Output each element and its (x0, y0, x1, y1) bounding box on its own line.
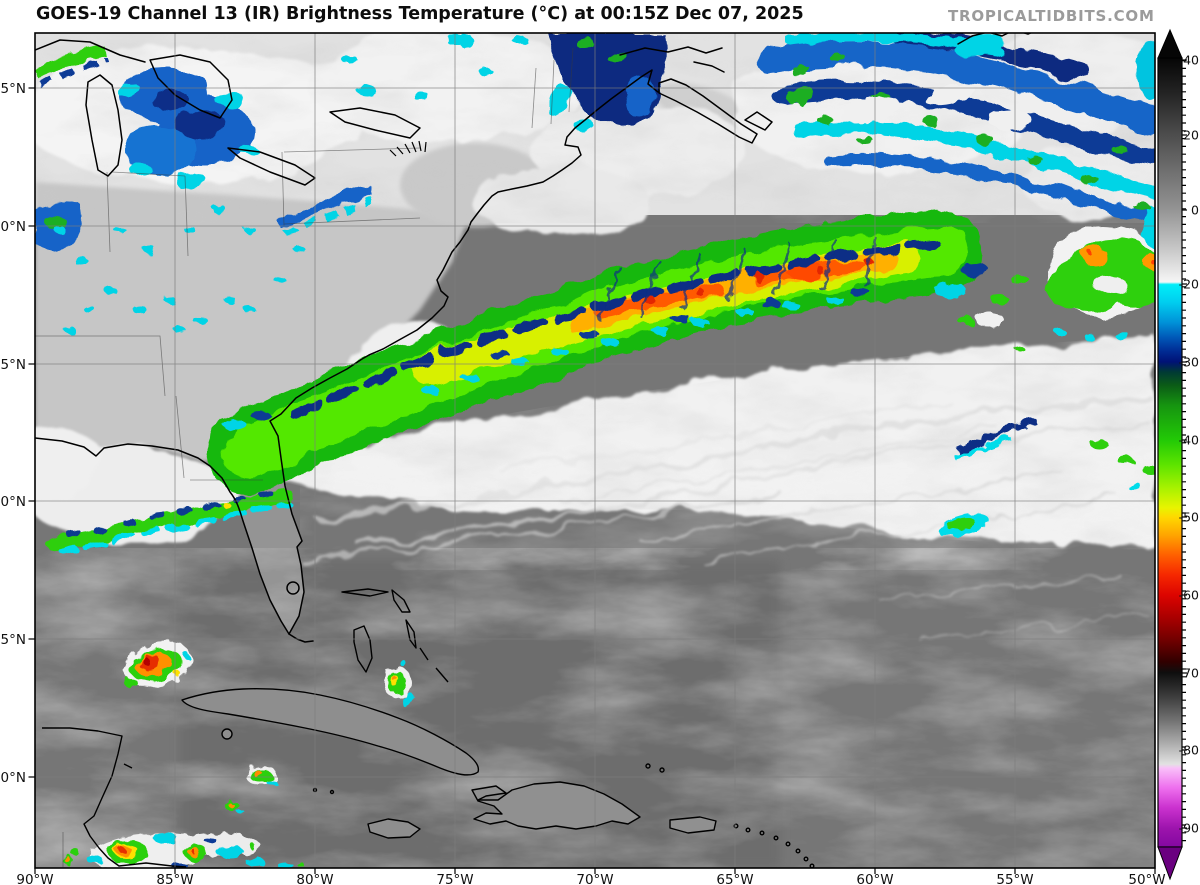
bottom-left-convection (63, 833, 303, 868)
colorbar-labels: 40 20 0 -20 -30 -40 -50 -60 -70 -80 -90 (1179, 53, 1199, 836)
lon-label: 85°W (156, 872, 193, 885)
page-title: GOES-19 Channel 13 (IR) Brightness Tempe… (36, 4, 804, 24)
northern-cold-clouds (35, 33, 1155, 333)
lon-label: 65°W (716, 872, 753, 885)
northeast-atlantic-field (757, 33, 1155, 256)
florida-east-coast (269, 69, 659, 635)
lat-label: 30°N (0, 494, 26, 510)
band-east-fray (223, 263, 1029, 430)
colorbar-arrow-top (1157, 28, 1183, 59)
satellite-imagery (35, 33, 1155, 868)
lat-label: 45°N (0, 81, 26, 97)
cb-label: -50 (1179, 510, 1199, 525)
us-coastline (35, 437, 314, 643)
state-borders (35, 47, 574, 867)
lat-label: 40°N (0, 219, 26, 235)
yucatan (42, 727, 187, 868)
longitude-labels: 90°W 85°W 80°W 75°W 70°W 65°W 60°W 55°W … (16, 872, 1165, 885)
cb-label: -40 (1179, 433, 1199, 448)
axis-ticks (28, 87, 1156, 874)
cb-label: 0 (1191, 203, 1199, 218)
cirrus-speckle (300, 430, 1155, 570)
lake-michigan (85, 74, 123, 177)
lake-ontario (329, 107, 421, 139)
cozumel (123, 763, 133, 769)
colorbar-major-ticks (1182, 59, 1187, 829)
watermark: TROPICALTIDBITS.COM (948, 7, 1155, 25)
lat-label: 20°N (0, 770, 26, 786)
colorbar: 40 20 0 -20 -30 -40 -50 -60 -70 -80 -90 (1157, 28, 1199, 881)
lake-erie (227, 147, 316, 186)
puerto-rico (669, 816, 717, 834)
cb-label: -70 (1179, 666, 1199, 681)
colorbar-arrow-bottom (1157, 846, 1183, 881)
frontal-cloud-band (208, 210, 1029, 494)
gulf-st-lawrence (619, 46, 723, 56)
lon-label: 50°W (1128, 872, 1165, 885)
bahamas (341, 588, 449, 683)
graticule (35, 33, 1155, 868)
lon-label: 60°W (856, 872, 893, 885)
cb-label: -90 (1179, 821, 1199, 836)
maine-cold-blob (548, 33, 667, 131)
gulf-cold-streak (48, 489, 293, 555)
colorbar-gradient (1157, 57, 1183, 848)
cb-label: -60 (1179, 588, 1199, 603)
lake-okeechobee (286, 581, 300, 595)
cb-label: 20 (1183, 128, 1199, 143)
newfoundland (957, 33, 1033, 45)
lake-superior (35, 39, 146, 63)
nova-scotia (658, 78, 758, 144)
cuba (181, 688, 480, 776)
lon-label: 75°W (436, 872, 473, 885)
small-islands (312, 763, 815, 868)
hispaniola (471, 781, 641, 830)
cb-label: -80 (1179, 743, 1199, 758)
cape-breton (744, 111, 773, 131)
lat-label: 25°N (0, 632, 26, 648)
cb-label: -30 (1179, 355, 1199, 370)
lake-huron (149, 54, 233, 119)
lon-label: 70°W (576, 872, 613, 885)
isle-of-youth (221, 728, 233, 740)
lon-label: 80°W (296, 872, 333, 885)
lon-label: 55°W (996, 872, 1033, 885)
contrail-marks (389, 140, 427, 157)
white-gaps-northeast (840, 83, 1032, 130)
cb-label: 40 (1183, 53, 1199, 68)
latitude-labels: 45°N 40°N 35°N 30°N 25°N 20°N (0, 81, 26, 786)
island-coastlines (42, 588, 815, 868)
green-flecks-northeast (786, 53, 1148, 209)
cb-label: -20 (1179, 277, 1199, 292)
prince-edward-island (693, 61, 725, 73)
jamaica (367, 818, 421, 839)
coastlines (35, 33, 1033, 643)
mid-ocean-cold-patches (937, 416, 1155, 537)
swirl-feature (1014, 226, 1155, 353)
lat-label: 35°N (0, 357, 26, 373)
lon-label: 90°W (16, 872, 53, 885)
